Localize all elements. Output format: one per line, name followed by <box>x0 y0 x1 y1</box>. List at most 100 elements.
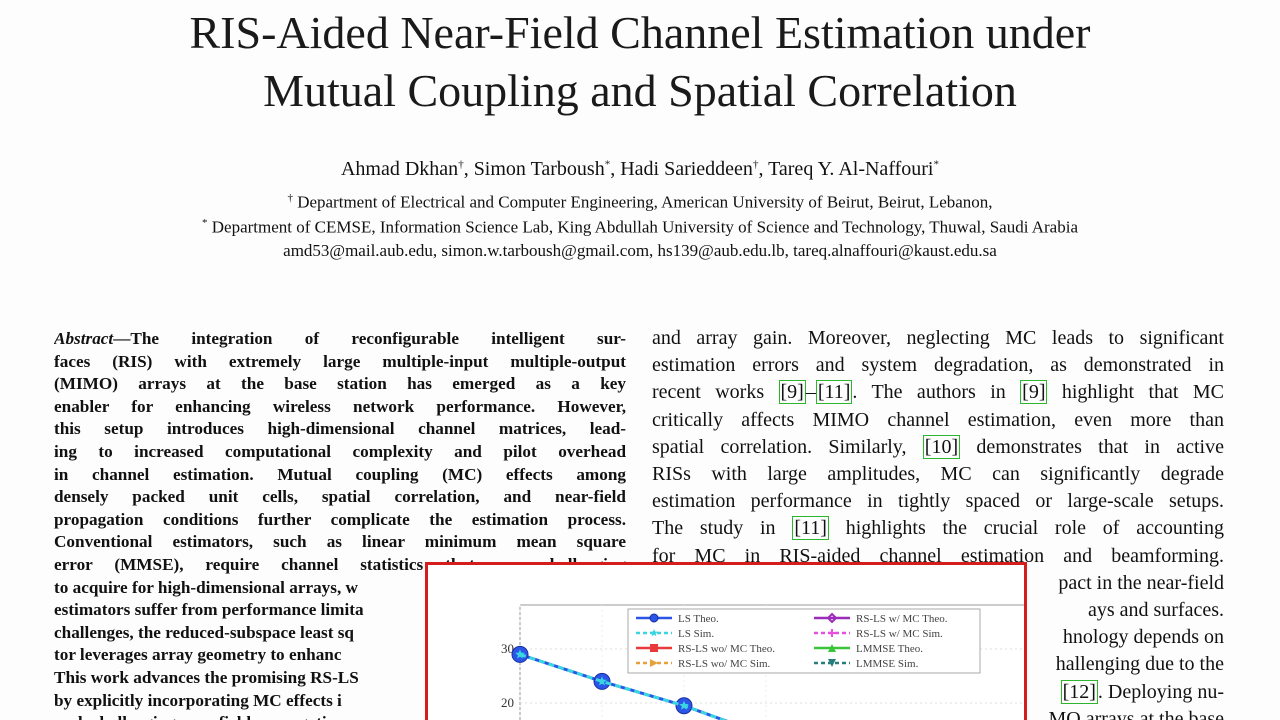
legend-label: LMMSE Sim. <box>856 658 919 670</box>
citation-link[interactable]: [9] <box>1020 380 1048 405</box>
body-text: highlights the crucial role of accountin… <box>828 517 1224 540</box>
legend-box <box>627 608 981 674</box>
abstract-line: to acquire for high-dimensional arrays, … <box>54 577 626 600</box>
legend-label: RS-LS wo/ MC Theo. <box>678 643 775 655</box>
y-tick-label: 20 <box>501 695 514 710</box>
abstract-line: This work advances the promising RS-LS <box>54 667 626 690</box>
title-line-1: RIS-Aided Near-Field Channel Estimation … <box>189 7 1091 58</box>
author-mark: † <box>458 158 464 171</box>
abstract-line-text: faces (RIS) with extremely large multipl… <box>54 351 626 371</box>
citation-link[interactable]: [12] <box>1060 679 1098 704</box>
citation-link[interactable]: [9] <box>778 380 806 405</box>
body-text: . The authors in <box>852 381 1021 404</box>
body-text: MO arrays at the base <box>1048 707 1225 720</box>
legend-label: LS Theo. <box>678 613 719 625</box>
affiliation-1-mark: † <box>287 192 293 204</box>
affiliation-1-text: Department of Electrical and Computer En… <box>297 192 993 212</box>
abstract-line-text: challenges, the reduced-subspace least s… <box>54 622 354 642</box>
abstract-line: Conventional estimators, such as linear … <box>54 531 626 554</box>
body-line: ays and surfaces. <box>652 597 1224 624</box>
abstract-line: propagation conditions further complicat… <box>54 509 626 532</box>
abstract-line-text: such challenging near-field propagation <box>54 713 345 720</box>
legend-marker-6 <box>828 644 836 652</box>
citation-link[interactable]: [11] <box>815 380 853 405</box>
body-line: estimation performance in tightly spaced… <box>652 488 1224 515</box>
author-mark: * <box>604 158 611 171</box>
legend-marker-7 <box>828 659 836 667</box>
abstract-line: Abstract—The integration of reconfigurab… <box>54 328 626 351</box>
body-line: estimation errors and system degradation… <box>652 352 1224 379</box>
abstract-line: estimators suffer from performance limit… <box>54 599 626 622</box>
body-line: [12]. Deploying nu- <box>652 679 1224 706</box>
legend-label: RS-LS w/ MC Sim. <box>856 628 943 640</box>
data-point <box>597 676 607 686</box>
legend-marker-2 <box>650 644 658 652</box>
abstract-line-text: ing to increased computational complexit… <box>54 441 626 461</box>
abstract-line: tor leverages array geometry to enhanc <box>54 644 626 667</box>
affiliation-2-text: Department of CEMSE, Information Science… <box>211 217 1078 237</box>
citation-link[interactable]: [10] <box>922 434 961 459</box>
abstract-line-text: propagation conditions further complicat… <box>54 509 626 529</box>
abstract-line-text: estimators suffer from performance limit… <box>54 600 364 620</box>
legend-marker-3 <box>650 659 658 667</box>
legend-label: LS Sim. <box>678 628 714 640</box>
author-name: Hadi Sarieddeen <box>620 158 753 180</box>
abstract-line-text: by explicitly incorporating MC effects i <box>54 690 342 710</box>
body-text: highlight that MC <box>1047 381 1224 404</box>
body-text: ays and surfaces. <box>1087 599 1224 622</box>
body-line: hnology depends on <box>652 624 1224 651</box>
body-text: RISs with large amplitudes, MC can signi… <box>652 463 1224 486</box>
citation-link[interactable]: [11] <box>792 516 829 541</box>
body-text: . Deploying nu- <box>1097 680 1224 703</box>
body-text: hallenging due to the <box>1055 653 1224 676</box>
abstract-line-text: in channel estimation. Mutual coupling (… <box>54 464 626 484</box>
figure-inset: 30 20 LS Theo. LS Sim. RS-LS wo/ MC Theo. RS-… <box>425 562 1027 720</box>
abstract-line-text: Conventional estimators, such as linear … <box>54 532 626 552</box>
abstract-line-text: enabler for enhancing wireless network p… <box>54 396 626 416</box>
body-line: The study in [11] highlights the crucial… <box>652 515 1224 542</box>
intro-column: and array gain. Moreover, neglecting MC … <box>652 325 1224 720</box>
body-line: and array gain. Moreover, neglecting MC … <box>652 325 1224 352</box>
abstract-line: challenges, the reduced-subspace least s… <box>54 622 626 645</box>
data-point <box>515 649 525 659</box>
body-text: demonstrates that in active <box>960 435 1224 458</box>
abstract-line-text: tor leverages array geometry to enhanc <box>54 645 342 665</box>
author-name: Simon Tarboush <box>473 158 605 180</box>
body-text: recent works <box>652 381 779 404</box>
author-separator: , <box>463 158 474 180</box>
body-text: spatial correlation. Similarly, <box>652 435 923 458</box>
y-tick-label: 30 <box>501 641 514 656</box>
abstract-line: faces (RIS) with extremely large multipl… <box>54 351 626 374</box>
legend-marker-0 <box>649 613 659 623</box>
body-text: estimation performance in tightly spaced… <box>652 490 1224 513</box>
body-line: recent works [9] – [11]. The authors in [9… <box>652 379 1224 406</box>
abstract-label: Abstract <box>54 329 114 348</box>
abstract-line-text: to acquire for high-dimensional arrays, … <box>54 577 358 597</box>
abstract-line-text: this setup introduces high-dimensional c… <box>54 419 626 439</box>
data-point <box>679 700 689 710</box>
author-separator: , <box>758 158 769 180</box>
body-line: pact in the near-field <box>652 570 1224 597</box>
abstract-line-text: (MIMO) arrays at the base station has em… <box>54 374 626 394</box>
author-mark: † <box>752 158 759 171</box>
abstract: Abstract—The integration of reconfigurab… <box>54 328 626 720</box>
paper-title: RIS-Aided Near-Field Channel Estimation … <box>0 4 1280 120</box>
abstract-line: this setup introduces high-dimensional c… <box>54 418 626 441</box>
series-line-1 <box>519 652 728 720</box>
author-name: Tareq Y. Al-Naffouri <box>768 158 934 180</box>
author-name: Ahmad Dkhan <box>340 158 459 180</box>
body-text: for MC in RIS-aided channel estimation a… <box>652 544 1224 567</box>
legend-marker-1 <box>650 629 658 637</box>
legend-label: LMMSE Theo. <box>856 643 923 655</box>
author-emails: amd53@mail.aub.edu, simon.w.tarboush@gma… <box>283 241 997 260</box>
body-line: spatial correlation. Similarly, [10] dem… <box>652 434 1224 461</box>
body-line: for MC in RIS-aided channel estimation a… <box>652 543 1224 570</box>
abstract-line: densely packed unit cells, spatial corre… <box>54 486 626 509</box>
abstract-line-text: This work advances the promising RS-LS <box>54 667 359 687</box>
estimation-chart: 30 20 LS Theo. LS Sim. RS-LS wo/ MC Theo. RS-… <box>501 604 1024 720</box>
title-line-2: Mutual Coupling and Spatial Correlation <box>263 65 1017 116</box>
affiliation-2: * Department of CEMSE, Information Scien… <box>0 217 1280 238</box>
legend-label: RS-LS wo/ MC Sim. <box>678 658 771 670</box>
body-text: estimation errors and system degradation… <box>652 354 1224 377</box>
body-text: pact in the near-field <box>1058 571 1224 594</box>
